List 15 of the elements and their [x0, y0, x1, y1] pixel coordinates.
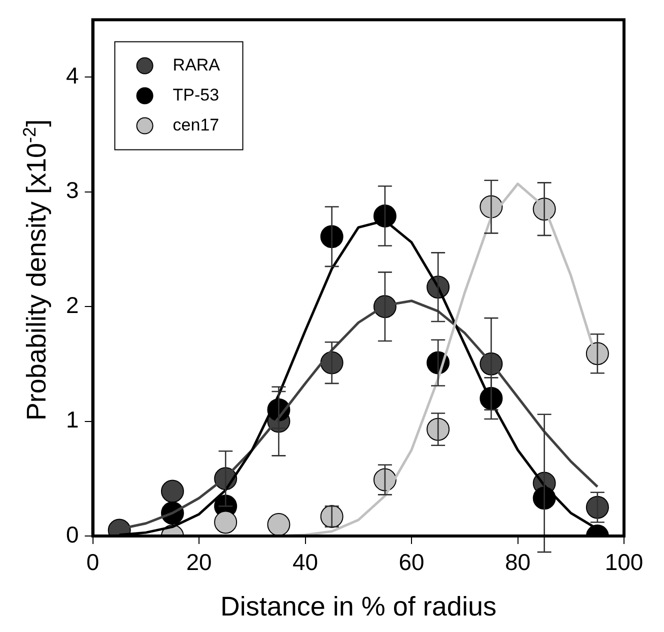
legend-label: TP-53 [172, 85, 220, 104]
y-tick-label: 1 [66, 406, 79, 433]
y-tick-label: 0 [66, 521, 79, 548]
legend-label: RARA [172, 55, 221, 74]
x-tick-label: 20 [186, 549, 212, 576]
y-tick-label: 2 [66, 292, 79, 318]
y-tick-label: 3 [66, 177, 79, 204]
y-tick-label: 4 [66, 62, 79, 88]
legend-label: cen17 [172, 115, 220, 134]
x-tick-label: 0 [86, 549, 100, 576]
x-tick-label: 60 [398, 549, 424, 576]
x-axis-title: Distance in % of radius [220, 591, 496, 622]
x-tick-label: 100 [604, 549, 644, 576]
x-tick-label: 40 [292, 549, 318, 576]
x-tick-label: 80 [504, 549, 531, 576]
